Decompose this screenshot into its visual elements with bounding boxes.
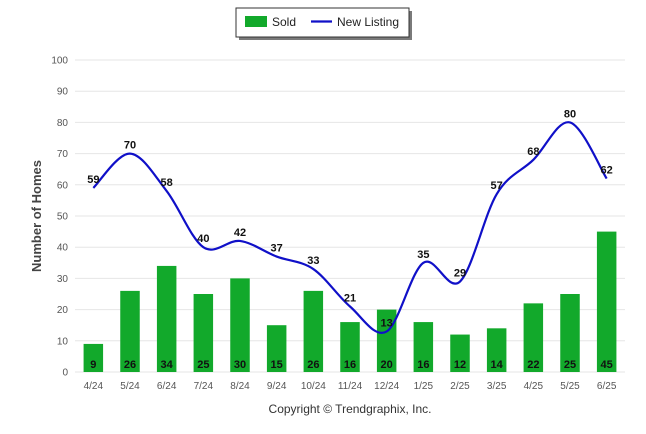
sold-bar bbox=[83, 343, 104, 372]
sold-value-label: 9 bbox=[90, 359, 96, 371]
sold-bar bbox=[413, 322, 434, 372]
new-listing-value-label: 57 bbox=[491, 180, 503, 192]
new-listing-value-label: 37 bbox=[271, 243, 283, 255]
new-listing-value-label: 21 bbox=[344, 292, 356, 304]
new-listing-value-label: 35 bbox=[417, 249, 429, 261]
sold-bar bbox=[266, 325, 287, 372]
data-labels: 9 26 34 25 30 15 26 16 20 16 12 14 22 25 45 59 70 58 40 42 3… bbox=[87, 108, 613, 371]
x-axis: 4/24 5/24 6/24 7/24 8/24 9/24 10/24 11/24 12/24 1… bbox=[84, 381, 617, 392]
sold-value-label: 25 bbox=[197, 359, 209, 371]
x-tick-label: 4/25 bbox=[524, 381, 544, 392]
sold-value-label: 15 bbox=[271, 359, 283, 371]
x-tick-label: 8/24 bbox=[230, 381, 250, 392]
new-listing-value-label: 40 bbox=[197, 233, 209, 245]
y-tick-label: 90 bbox=[57, 87, 69, 98]
legend-swatch-sold bbox=[245, 16, 267, 27]
new-listing-value-label: 29 bbox=[454, 268, 466, 280]
legend-label-sold: Sold bbox=[272, 15, 296, 29]
sold-bar bbox=[303, 290, 324, 372]
new-listing-value-label: 33 bbox=[307, 255, 319, 267]
new-listing-value-label: 58 bbox=[161, 177, 173, 189]
new-listing-value-label: 68 bbox=[527, 146, 539, 158]
sold-bar bbox=[230, 278, 250, 372]
y-axis: 0 10 20 30 40 50 60 70 80 90 100 bbox=[51, 56, 68, 379]
y-axis-label: Number of Homes bbox=[29, 160, 44, 272]
sold-bar bbox=[560, 294, 580, 372]
sold-bar bbox=[450, 334, 470, 372]
y-tick-label: 30 bbox=[57, 274, 69, 285]
sold-value-label: 45 bbox=[601, 359, 613, 371]
sold-value-label: 26 bbox=[124, 359, 136, 371]
sold-value-label: 16 bbox=[417, 359, 429, 371]
y-tick-label: 50 bbox=[57, 212, 69, 223]
x-tick-label: 7/24 bbox=[194, 381, 214, 392]
new-listing-line-path bbox=[92, 121, 608, 334]
new-listing-line bbox=[92, 121, 608, 334]
new-listing-value-label: 62 bbox=[601, 165, 613, 177]
sold-value-label: 20 bbox=[381, 359, 393, 371]
new-listing-value-label: 59 bbox=[87, 174, 99, 186]
sold-bar bbox=[193, 294, 214, 372]
x-tick-label: 11/24 bbox=[338, 381, 363, 392]
new-listing-value-label: 80 bbox=[564, 108, 576, 120]
x-tick-label: 1/25 bbox=[414, 381, 434, 392]
sold-bar bbox=[340, 322, 360, 372]
x-tick-label: 9/24 bbox=[267, 381, 287, 392]
y-tick-label: 0 bbox=[62, 368, 68, 379]
x-tick-label: 6/24 bbox=[157, 381, 177, 392]
x-tick-label: 12/24 bbox=[374, 381, 399, 392]
new-listing-value-label: 13 bbox=[381, 317, 393, 329]
legend-label-new-listing: New Listing bbox=[337, 15, 399, 29]
sold-bar bbox=[120, 290, 140, 372]
sold-value-label: 22 bbox=[527, 359, 539, 371]
sold-value-label: 16 bbox=[344, 359, 356, 371]
sold-value-label: 30 bbox=[234, 359, 246, 371]
y-tick-label: 100 bbox=[51, 56, 68, 67]
x-tick-label: 5/24 bbox=[120, 381, 140, 392]
x-tick-label: 4/24 bbox=[84, 381, 104, 392]
sold-value-label: 12 bbox=[454, 359, 466, 371]
sold-bars bbox=[83, 231, 617, 372]
sold-bar bbox=[156, 265, 177, 372]
sold-value-label: 25 bbox=[564, 359, 576, 371]
y-tick-label: 60 bbox=[57, 180, 69, 191]
x-tick-label: 5/25 bbox=[560, 381, 580, 392]
legend: Sold New Listing bbox=[235, 7, 412, 40]
sold-value-label: 14 bbox=[491, 359, 504, 371]
x-tick-label: 3/25 bbox=[487, 381, 507, 392]
x-tick-label: 10/24 bbox=[301, 381, 326, 392]
new-listing-value-label: 70 bbox=[124, 140, 136, 152]
x-tick-label: 6/25 bbox=[597, 381, 617, 392]
sold-bar bbox=[596, 231, 617, 372]
y-tick-label: 20 bbox=[57, 305, 69, 316]
new-listing-value-label: 42 bbox=[234, 227, 246, 239]
sold-bar bbox=[523, 303, 544, 372]
x-tick-label: 2/25 bbox=[450, 381, 470, 392]
y-tick-label: 70 bbox=[57, 149, 69, 160]
sold-bar bbox=[486, 328, 507, 372]
copyright-text: Copyright © Trendgraphix, Inc. bbox=[269, 402, 432, 416]
sold-value-label: 26 bbox=[307, 359, 319, 371]
y-tick-label: 10 bbox=[57, 336, 69, 347]
y-tick-label: 80 bbox=[57, 118, 69, 129]
y-tick-label: 40 bbox=[57, 243, 69, 254]
sold-value-label: 34 bbox=[161, 359, 174, 371]
